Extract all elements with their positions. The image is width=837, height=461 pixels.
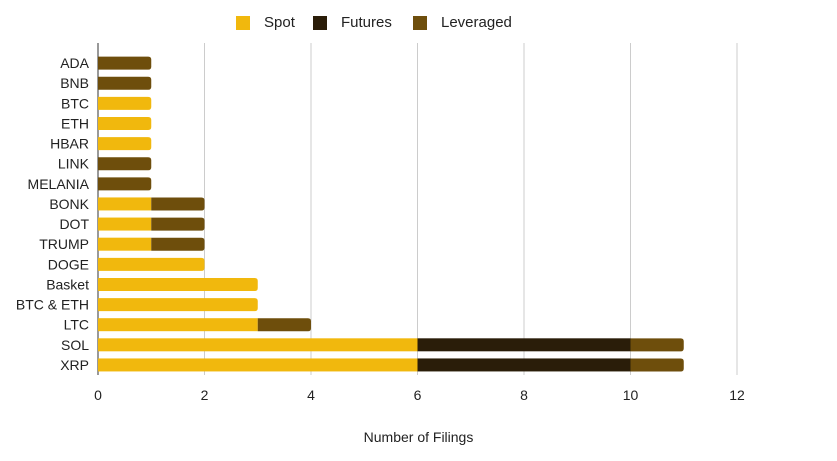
category-label: BONK bbox=[49, 196, 89, 212]
x-tick-label: 8 bbox=[520, 387, 528, 403]
bar-leveraged bbox=[630, 358, 684, 372]
bar-spot bbox=[98, 277, 258, 291]
bar-spot bbox=[98, 257, 205, 271]
bar-leveraged bbox=[98, 157, 152, 171]
legend-swatch-leveraged bbox=[413, 15, 427, 30]
category-label: BTC bbox=[61, 95, 89, 111]
bar-spot bbox=[98, 237, 152, 251]
category-label: LINK bbox=[58, 156, 90, 172]
bar-spot bbox=[98, 96, 152, 110]
x-tick-label: 10 bbox=[623, 387, 639, 403]
legend-label-leveraged: Leveraged bbox=[441, 14, 512, 31]
bar-leveraged bbox=[151, 217, 205, 231]
bar-leveraged bbox=[98, 177, 152, 191]
bar-leveraged bbox=[151, 197, 205, 211]
bar-spot bbox=[98, 116, 152, 130]
bar-leveraged bbox=[98, 76, 152, 90]
legend-item-spot: Spot bbox=[236, 14, 295, 31]
category-label: ADA bbox=[60, 55, 89, 71]
x-tick-label: 12 bbox=[729, 387, 745, 403]
x-tick-label: 0 bbox=[94, 387, 102, 403]
bar-spot bbox=[98, 298, 258, 312]
bar-leveraged bbox=[151, 237, 205, 251]
category-label: SOL bbox=[61, 337, 89, 353]
bar-leveraged bbox=[98, 56, 152, 70]
bar-leveraged bbox=[257, 318, 311, 332]
category-label: XRP bbox=[60, 357, 89, 373]
legend-item-futures: Futures bbox=[313, 14, 392, 31]
category-label: LTC bbox=[64, 317, 89, 333]
x-tick-label: 4 bbox=[307, 387, 315, 403]
bar-futures bbox=[417, 358, 631, 372]
category-label: DOT bbox=[59, 216, 89, 232]
category-label: HBAR bbox=[50, 136, 89, 152]
bar-spot bbox=[98, 197, 152, 211]
bar-spot bbox=[98, 318, 258, 332]
legend-label-futures: Futures bbox=[341, 14, 392, 31]
category-label: BTC & ETH bbox=[16, 297, 89, 313]
x-axis-title: Number of Filings bbox=[363, 429, 474, 445]
bar-leveraged bbox=[630, 338, 684, 352]
legend-label-spot: Spot bbox=[264, 14, 295, 31]
category-label: ETH bbox=[61, 115, 89, 131]
bar-spot bbox=[98, 217, 152, 231]
x-tick-label: 6 bbox=[414, 387, 422, 403]
category-label: DOGE bbox=[48, 256, 89, 272]
bar-futures bbox=[417, 338, 631, 352]
category-label: TRUMP bbox=[39, 236, 89, 252]
bar-spot bbox=[98, 137, 152, 151]
legend-swatch-spot bbox=[236, 15, 250, 30]
bar-spot bbox=[98, 358, 418, 372]
bar-spot bbox=[98, 338, 418, 352]
legend-item-leveraged: Leveraged bbox=[413, 14, 512, 31]
x-tick-label: 2 bbox=[201, 387, 209, 403]
legend-swatch-futures bbox=[313, 15, 327, 30]
category-label: Basket bbox=[46, 276, 89, 292]
category-label: BNB bbox=[60, 75, 89, 91]
category-label: MELANIA bbox=[28, 176, 90, 192]
legend: Spot Futures Leveraged bbox=[0, 14, 837, 36]
